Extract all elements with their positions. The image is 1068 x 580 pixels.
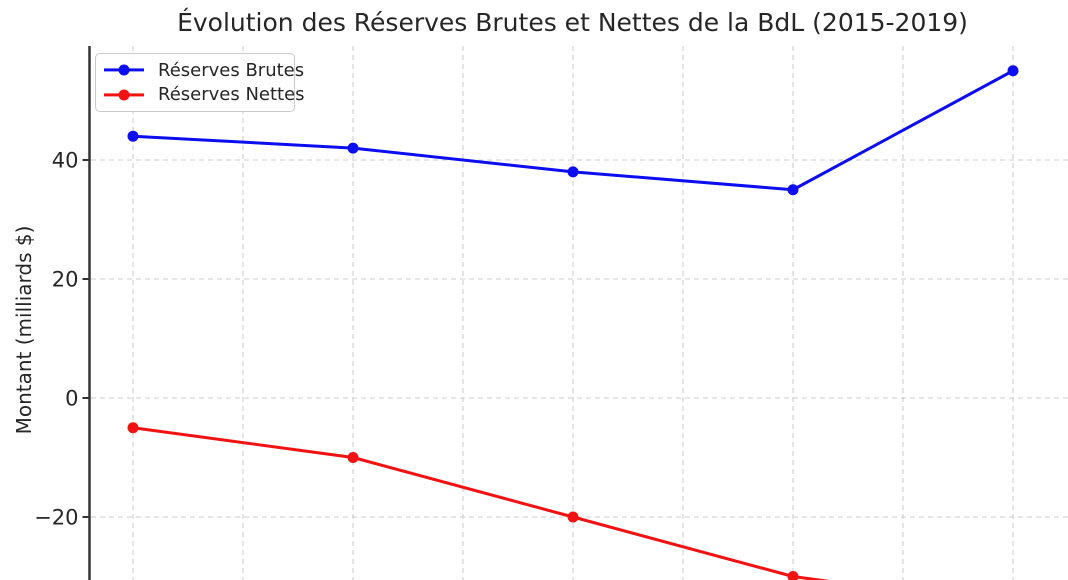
series-line-1: [131, 426, 831, 580]
legend-swatch: [104, 89, 144, 101]
chart-title: Évolution des Réserves Brutes et Nettes …: [177, 8, 968, 37]
data-point-marker: [787, 184, 799, 196]
data-point-marker: [127, 130, 139, 142]
data-point-marker: [347, 142, 359, 154]
data-point-marker: [787, 571, 799, 580]
y-tick-label: 20: [52, 268, 79, 292]
data-point-marker: [1007, 65, 1019, 77]
y-tick-label: 40: [52, 149, 79, 173]
legend: Réserves Brutes Réserves Nettes: [95, 53, 305, 112]
y-tick-label: −20: [34, 506, 78, 530]
data-point-marker: [347, 452, 359, 463]
legend-swatch: [104, 64, 144, 76]
legend-item-reserves-brutes: Réserves Brutes: [104, 58, 304, 82]
data-point-marker: [567, 166, 579, 178]
circle-marker-icon: [118, 89, 130, 101]
y-tick-label: 0: [65, 387, 78, 411]
legend-item-reserves-nettes: Réserves Nettes: [104, 83, 305, 107]
legend-item-label: Réserves Nettes: [158, 84, 305, 106]
data-point-marker: [127, 422, 139, 434]
legend-item-label: Réserves Brutes: [158, 59, 305, 81]
data-point-marker: [567, 511, 579, 523]
circle-marker-icon: [118, 64, 130, 76]
